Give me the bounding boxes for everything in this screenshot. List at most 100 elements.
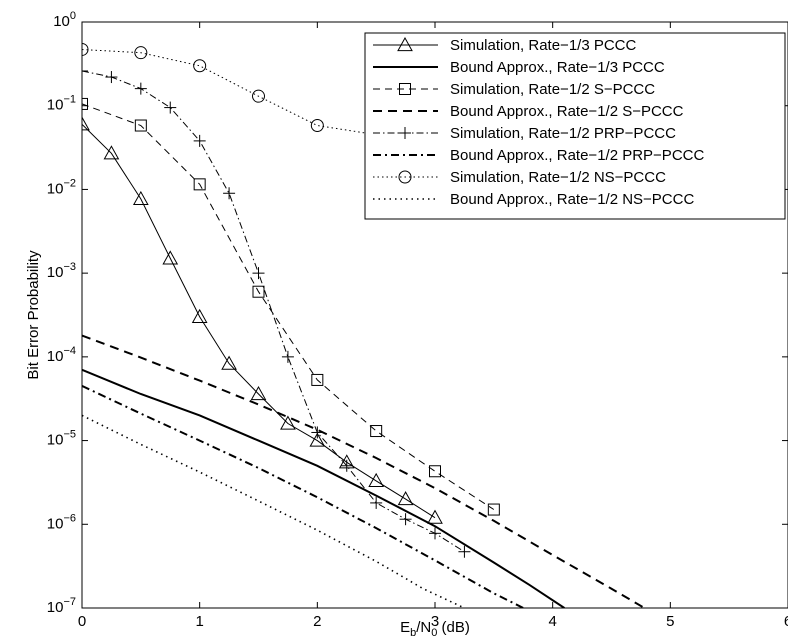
triangle-marker — [162, 250, 179, 265]
legend-entry: Simulation, Rate−1/2 PRP−PCCC — [373, 125, 676, 142]
y-tick-exponent: 0 — [70, 10, 76, 22]
y-tick-base: 10 — [47, 348, 64, 365]
series-line — [82, 103, 495, 510]
y-tick-base: 10 — [47, 599, 64, 616]
y-tick-label: 10−3 — [47, 261, 76, 281]
plus-marker — [193, 134, 206, 147]
legend-entry: Bound Approx., Rate−1/2 S−PCCC — [373, 103, 684, 120]
circle-marker — [398, 170, 412, 184]
triangle-marker — [103, 145, 120, 160]
square-marker — [370, 425, 383, 438]
y-tick-exponent: −2 — [63, 177, 76, 189]
series-line — [82, 334, 645, 608]
x-tick-label: 4 — [548, 613, 556, 630]
circle-marker — [193, 59, 207, 73]
triangle-marker — [82, 116, 90, 131]
legend-entry: Simulation, Rate−1/2 S−PCCC — [373, 81, 655, 98]
plus-marker — [252, 267, 265, 280]
legend: Simulation, Rate−1/3 PCCC Bound Approx., … — [364, 32, 786, 220]
y-tick-base: 10 — [47, 264, 64, 281]
series-line — [82, 368, 565, 608]
plus-marker — [399, 127, 411, 139]
legend-label: Simulation, Rate−1/2 NS−PCCC — [450, 169, 666, 186]
triangle-marker — [397, 491, 414, 506]
x-axis-title-sub2: 0 — [431, 627, 437, 638]
plus-marker — [429, 527, 441, 540]
plus-marker — [164, 101, 177, 114]
square-marker — [311, 373, 324, 386]
series-line — [82, 384, 524, 608]
plus-marker — [370, 496, 383, 509]
triangle-marker — [427, 509, 443, 524]
circle-marker — [252, 89, 265, 103]
series-layer — [82, 42, 645, 608]
x-axis-title-sub1: b — [410, 627, 416, 638]
series-line — [82, 70, 465, 553]
legend-label: Simulation, Rate−1/3 PCCC — [450, 37, 637, 54]
y-tick-exponent: −5 — [63, 429, 76, 441]
circle-marker — [310, 119, 324, 133]
legend-entry: Bound Approx., Rate−1/2 PRP−PCCC — [373, 147, 704, 164]
y-tick-base: 10 — [47, 515, 64, 532]
legend-entry: Bound Approx., Rate−1/2 NS−PCCC — [373, 191, 694, 208]
triangle-marker — [280, 415, 296, 430]
y-tick-label: 10−1 — [47, 94, 76, 114]
legend-entries: Simulation, Rate−1/3 PCCC Bound Approx., … — [373, 36, 704, 208]
plus-marker — [458, 545, 471, 558]
series-2 — [82, 368, 565, 608]
legend-label: Bound Approx., Rate−1/2 NS−PCCC — [450, 191, 694, 208]
legend-label: Simulation, Rate−1/2 S−PCCC — [450, 81, 655, 98]
x-tick-label: 5 — [666, 613, 674, 630]
y-tick-label: 10−5 — [47, 429, 76, 449]
triangle-marker — [250, 385, 267, 401]
triangle-marker — [221, 355, 237, 370]
y-tick-exponent: −3 — [63, 261, 76, 273]
y-tick-exponent: −7 — [63, 596, 76, 608]
series-line — [82, 49, 377, 136]
plus-marker — [340, 459, 353, 472]
legend-label: Bound Approx., Rate−1/3 PCCC — [450, 59, 665, 76]
triangle-marker — [397, 36, 413, 52]
y-axis-title: Bit Error Probability — [25, 250, 42, 380]
square-marker — [252, 285, 265, 298]
triangle-marker — [368, 472, 385, 487]
triangle-marker — [132, 190, 149, 206]
x-tick-label: 6 — [784, 613, 788, 630]
legend-label: Bound Approx., Rate−1/2 S−PCCC — [450, 103, 684, 120]
y-tick-label: 10−6 — [47, 512, 76, 532]
y-tick-base: 10 — [53, 13, 70, 30]
y-tick-exponent: −1 — [63, 94, 76, 106]
y-tick-label: 10−4 — [47, 345, 76, 365]
square-marker — [82, 97, 88, 110]
y-tick-exponent: −6 — [63, 512, 76, 524]
legend-box — [364, 32, 786, 220]
plus-marker — [399, 513, 412, 526]
plus-marker — [134, 82, 147, 95]
legend-entry: Bound Approx., Rate−1/3 PCCC — [373, 59, 665, 76]
series-3 — [82, 97, 500, 516]
circle-marker — [134, 46, 148, 60]
plus-marker — [311, 426, 324, 439]
y-tick-label: 10−7 — [47, 596, 76, 616]
square-marker — [487, 503, 500, 516]
x-tick-label: 2 — [313, 613, 321, 630]
y-tick-base: 10 — [47, 97, 64, 114]
square-marker — [134, 119, 147, 132]
x-tick-label: 1 — [195, 613, 203, 630]
triangle-marker — [309, 432, 326, 447]
square-marker — [429, 465, 441, 478]
y-tick-label: 100 — [53, 10, 76, 30]
plus-marker — [105, 71, 118, 84]
x-tick-label: 3 — [431, 613, 439, 630]
square-marker — [399, 83, 411, 95]
x-axis-title-base: E — [400, 619, 410, 636]
series-1 — [82, 116, 443, 524]
x-tick-label: 0 — [78, 613, 86, 630]
square-marker — [193, 178, 206, 191]
series-5 — [82, 64, 471, 558]
x-axis-title: Eb/N0 (dB) — [400, 619, 470, 638]
y-tick-base: 10 — [47, 180, 64, 197]
circle-marker — [82, 42, 89, 56]
series-line — [82, 123, 436, 519]
legend-label: Bound Approx., Rate−1/2 PRP−PCCC — [450, 147, 704, 164]
